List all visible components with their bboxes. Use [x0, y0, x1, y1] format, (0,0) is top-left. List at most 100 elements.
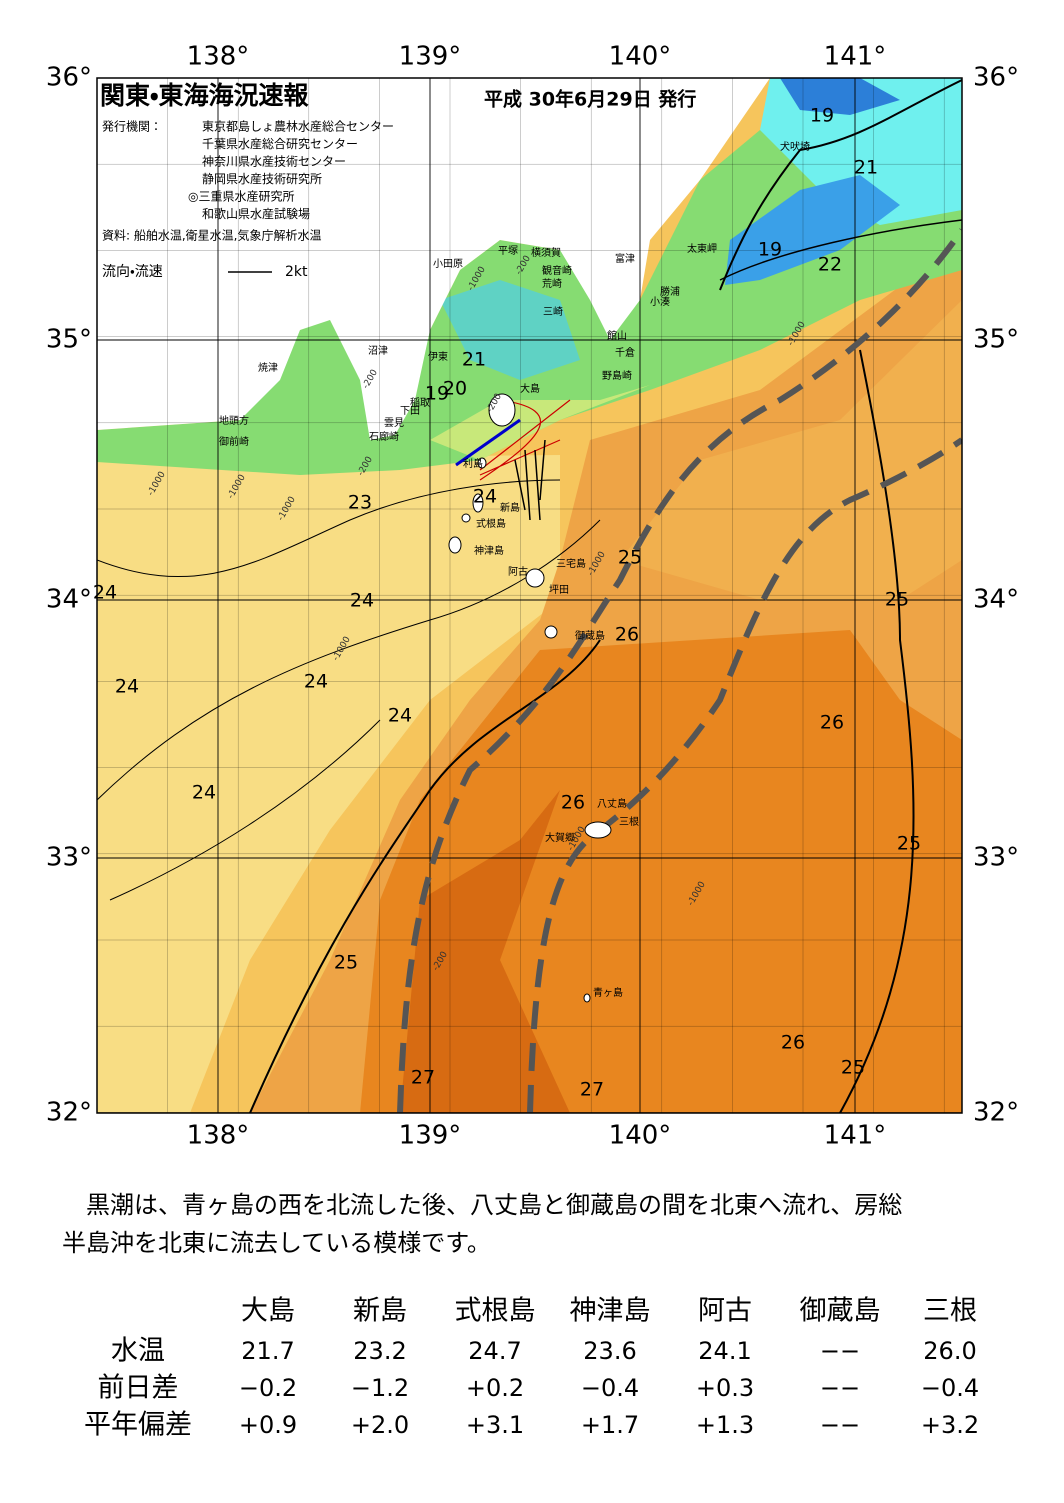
place-name: 三根 — [619, 815, 639, 828]
place-name: 石廊崎 — [369, 430, 399, 443]
isotherm-label: 22 — [818, 254, 842, 276]
table-cell: +0.2 — [466, 1374, 524, 1402]
publisher-label: 発行機関： — [102, 120, 162, 134]
place-name: 新島 — [500, 501, 520, 514]
isotherm-label: 27 — [580, 1079, 604, 1101]
place-name: 伊東 — [428, 350, 448, 363]
graticule — [97, 78, 962, 1113]
isotherm-label: 24 — [115, 676, 139, 698]
place-name: 阿古 — [508, 565, 528, 578]
place-name: 館山 — [607, 329, 627, 342]
place-name: 八丈島 — [597, 797, 627, 810]
islands — [448, 393, 612, 1003]
isotherm-label: 24 — [473, 486, 497, 508]
table-cell: −1.2 — [351, 1374, 409, 1402]
table-header: 三根 — [923, 1296, 977, 1327]
lat-label: 36° — [973, 63, 1019, 93]
table-cell: 26.0 — [923, 1337, 976, 1365]
isotherm-label: 25 — [885, 589, 909, 611]
row-label: 水温 — [111, 1336, 165, 1367]
place-name: 平塚 — [498, 245, 518, 257]
map-frame — [96, 77, 963, 1114]
place-name: 大賀郷 — [545, 831, 575, 844]
place-name: 小田原 — [433, 258, 463, 270]
table-header: 阿古 — [698, 1296, 752, 1327]
place-name: 小湊 — [650, 295, 670, 308]
lon-label: 139° — [399, 42, 462, 72]
table-header: 式根島 — [455, 1296, 536, 1327]
isotherm-label: 24 — [304, 671, 328, 693]
publisher: 和歌山県水産試験場 — [202, 206, 310, 221]
table-cell: 21.7 — [241, 1337, 294, 1365]
table-cell: +3.2 — [921, 1411, 979, 1439]
lat-label: 33° — [46, 843, 92, 873]
place-name: 横須賀 — [531, 246, 561, 259]
lon-label: 139° — [399, 1121, 462, 1151]
lat-label: 35° — [46, 325, 92, 355]
isotherm-label: 21 — [462, 349, 486, 371]
place-name: 稲取 — [410, 397, 430, 409]
publisher: ◎三重県水産研究所 — [188, 190, 294, 204]
isotherm-label: 26 — [820, 712, 844, 734]
publisher: 千葉県水産総合研究センター — [202, 136, 358, 151]
place-name: 三崎 — [543, 305, 563, 318]
lat-label: 35° — [973, 325, 1019, 355]
table-cell: +1.7 — [581, 1411, 639, 1439]
place-name: 野島崎 — [602, 369, 632, 382]
isotherm-label: 24 — [192, 782, 216, 804]
summary-line: 黒潮は、青ヶ島の西を北流した後、八丈島と御蔵島の間を北東へ流れ、房総 — [62, 1191, 902, 1219]
lon-label: 138° — [187, 42, 250, 72]
place-name: 利島 — [463, 457, 483, 470]
place-name: 地頭方 — [219, 414, 249, 427]
table-cell: 23.2 — [353, 1337, 406, 1365]
isotherm-label: 19 — [810, 105, 834, 127]
source: 資料: 船舶水温,衛星水温,気象庁解析水温 — [102, 228, 322, 243]
lat-label: 32° — [973, 1098, 1019, 1128]
place-name: 荒崎 — [542, 277, 562, 290]
lat-label: 34° — [46, 585, 92, 615]
table-cell: +1.3 — [696, 1411, 754, 1439]
title: 関東・東海海況速報 — [100, 81, 310, 110]
place-name: 大島 — [520, 382, 540, 395]
publisher: 神奈川県水産技術センター — [202, 154, 346, 169]
isotherm-label: 19 — [758, 239, 782, 261]
isotherm-label: 27 — [411, 1067, 435, 1089]
table-cell: −0.4 — [581, 1374, 639, 1402]
isotherm-label: 26 — [561, 792, 585, 814]
date: 平成 30年6月29日 発行 — [484, 88, 696, 111]
table-header: 大島 — [241, 1296, 295, 1327]
publisher: 静岡県水産技術研究所 — [202, 171, 322, 186]
lat-label: 32° — [46, 1098, 92, 1128]
table-cell: −− — [820, 1337, 860, 1365]
place-name: 青ヶ島 — [593, 986, 623, 999]
table-cell: 23.6 — [583, 1337, 636, 1365]
place-name: 式根島 — [476, 517, 506, 530]
table-cell: −− — [820, 1411, 860, 1439]
contours — [97, 79, 962, 1113]
lon-label: 141° — [824, 42, 887, 72]
table-cell: +2.0 — [351, 1411, 409, 1439]
isotherm-label: 25 — [841, 1057, 865, 1079]
isotherm-label: 25 — [334, 952, 358, 974]
lon-label: 140° — [609, 1121, 672, 1151]
isotherm-label: 26 — [615, 624, 639, 646]
place-name: 沼津 — [368, 344, 388, 357]
isotherm-label: 23 — [348, 492, 372, 514]
table-cell: +3.1 — [466, 1411, 524, 1439]
isotherm-label: 24 — [388, 705, 412, 727]
table-cell: −− — [820, 1374, 860, 1402]
legend-speed: 2kt — [285, 264, 308, 280]
isotherm-label: 20 — [443, 378, 467, 400]
table-header: 神津島 — [570, 1296, 651, 1327]
table-cell: −0.4 — [921, 1374, 979, 1402]
isotherm-label: 26 — [781, 1032, 805, 1054]
lat-label: 33° — [973, 843, 1019, 873]
table-cell: +0.3 — [696, 1374, 754, 1402]
lon-label: 138° — [187, 1121, 250, 1151]
summary-line: 半島沖を北東に流去している模様です。 — [62, 1229, 491, 1257]
table-cell: 24.1 — [698, 1337, 751, 1365]
place-name: 太東岬 — [687, 242, 717, 255]
row-label: 平年偏差 — [84, 1410, 192, 1441]
lat-label: 34° — [973, 585, 1019, 615]
